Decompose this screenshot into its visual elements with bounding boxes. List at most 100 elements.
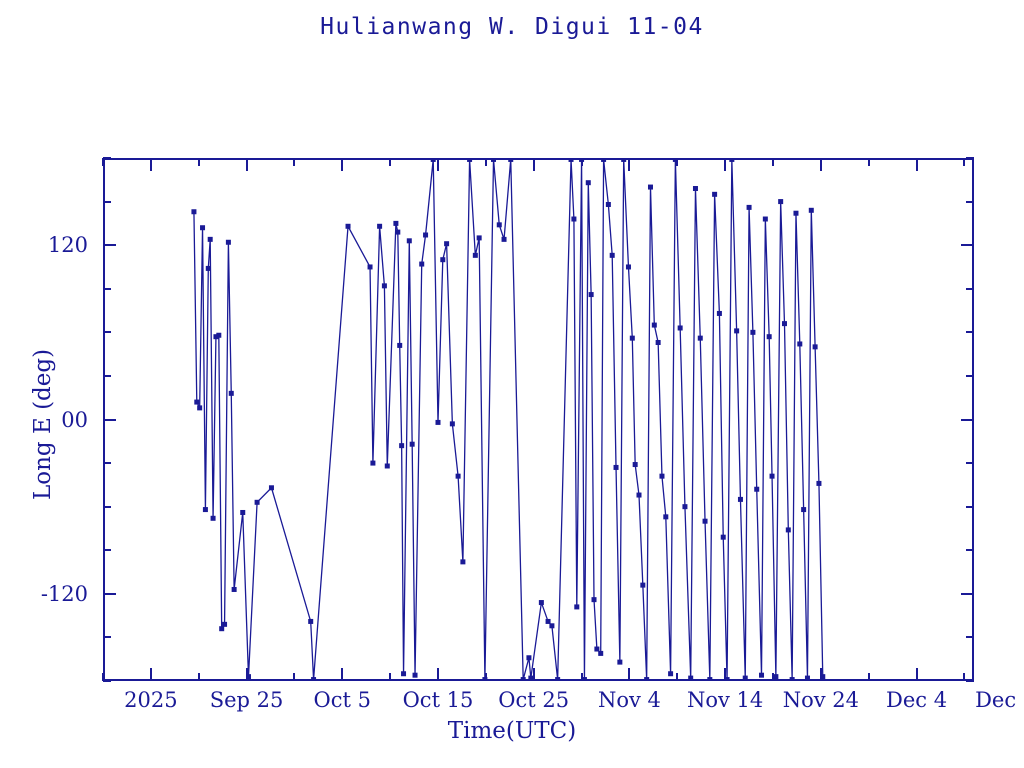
data-point-marker [508,160,514,162]
data-point-marker [430,160,436,162]
x-axis-tick [437,158,439,171]
x-axis-tick [389,673,392,681]
series-line [193,160,824,679]
x-axis-tick [963,673,966,681]
data-point-marker [202,507,208,513]
x-axis-tick-label: Nov 14 [687,688,764,712]
data-point-marker [409,441,415,447]
data-point-marker [640,582,646,588]
data-point-marker [579,160,585,162]
data-point-marker [245,674,251,679]
y-axis-tick [103,331,111,334]
y-axis-tick-label: 00 [61,407,88,432]
data-point-marker [254,499,260,505]
data-point-marker [440,257,446,263]
data-point-marker [677,325,683,331]
data-point-marker [455,473,461,479]
data-point-marker [655,340,661,345]
x-axis-tick-label: Nov 24 [782,688,859,712]
y-axis-tick [966,549,974,552]
data-point-marker [240,509,246,515]
x-axis-tick-label: Dec 4 [886,688,948,712]
data-point-marker [789,677,795,679]
x-axis-tick [628,668,631,681]
y-axis-tick [966,505,974,508]
data-point-marker [210,515,216,521]
data-point-marker [205,265,211,271]
x-axis-tick [437,668,439,681]
data-point-marker [613,464,619,470]
data-point-marker [759,672,765,678]
x-axis-tick [293,158,296,166]
plot-area [103,158,974,681]
x-axis-tick [532,158,535,171]
data-point-marker [754,486,760,492]
x-axis-tick-label: Oct 5 [313,688,372,712]
data-point-marker [636,492,642,498]
x-axis-tick [389,158,392,166]
data-point-marker [219,626,225,632]
y-axis-tick [103,374,111,377]
data-point-marker [773,674,779,679]
data-point-marker [712,191,718,197]
data-point-marker [588,292,594,298]
x-axis-tick [293,673,296,681]
data-point-marker [585,180,591,186]
data-point-marker [816,480,822,486]
x-axis-tick-label: Oct 15 [402,688,474,712]
y-axis-tick [103,462,111,465]
x-axis-tick [580,673,583,681]
x-axis-tick [197,158,200,166]
data-point-marker [228,390,234,396]
data-point-marker [632,462,638,468]
data-point-marker [311,677,317,679]
x-axis-tick [676,158,679,166]
x-axis-title: Time(UTC) [447,718,577,744]
x-axis-tick [772,158,774,166]
x-axis-tick [676,673,679,681]
data-point-marker [737,496,743,502]
x-axis-tick [341,668,344,681]
y-axis-tick [966,287,974,290]
x-axis-tick [724,668,727,681]
y-axis-tick [961,418,974,421]
y-axis-tick [103,680,111,682]
x-axis-tick [867,158,870,166]
y-axis-tick [103,287,111,290]
data-point-marker [367,264,373,270]
page-title: Hulianwang W. Digui 11-04 [320,14,704,40]
data-point-marker [625,264,631,270]
x-axis-tick [197,673,200,681]
data-point-marker [734,328,740,334]
x-axis-tick [149,668,152,681]
data-point-marker [491,160,497,162]
y-axis-tick [966,462,974,465]
y-axis-tick [961,244,974,247]
data-point-marker [520,677,526,679]
data-point-marker [769,473,775,479]
data-point-marker [707,677,713,679]
data-point-marker [213,334,219,340]
y-axis-tick [103,244,116,247]
data-point-marker [401,671,407,677]
data-point-marker [647,184,653,190]
data-point-marker [345,223,351,229]
data-point-marker [609,252,615,258]
data-point-marker [216,332,222,338]
x-axis-tick [963,158,966,166]
data-point-marker [231,586,237,592]
x-axis-tick [819,158,822,171]
x-axis-tick [772,673,774,681]
data-point-marker [444,241,450,247]
y-axis-tick [966,374,974,377]
data-point-marker [668,671,674,677]
data-point-marker [207,236,213,242]
x-axis-tick [724,158,727,171]
y-axis-tick [103,200,111,203]
y-axis-tick-label: -120 [40,581,88,606]
x-axis-tick [149,158,152,171]
data-point-marker [812,344,818,350]
data-point-marker [395,229,401,235]
data-point-marker [659,473,665,479]
data-point-marker [476,235,482,241]
